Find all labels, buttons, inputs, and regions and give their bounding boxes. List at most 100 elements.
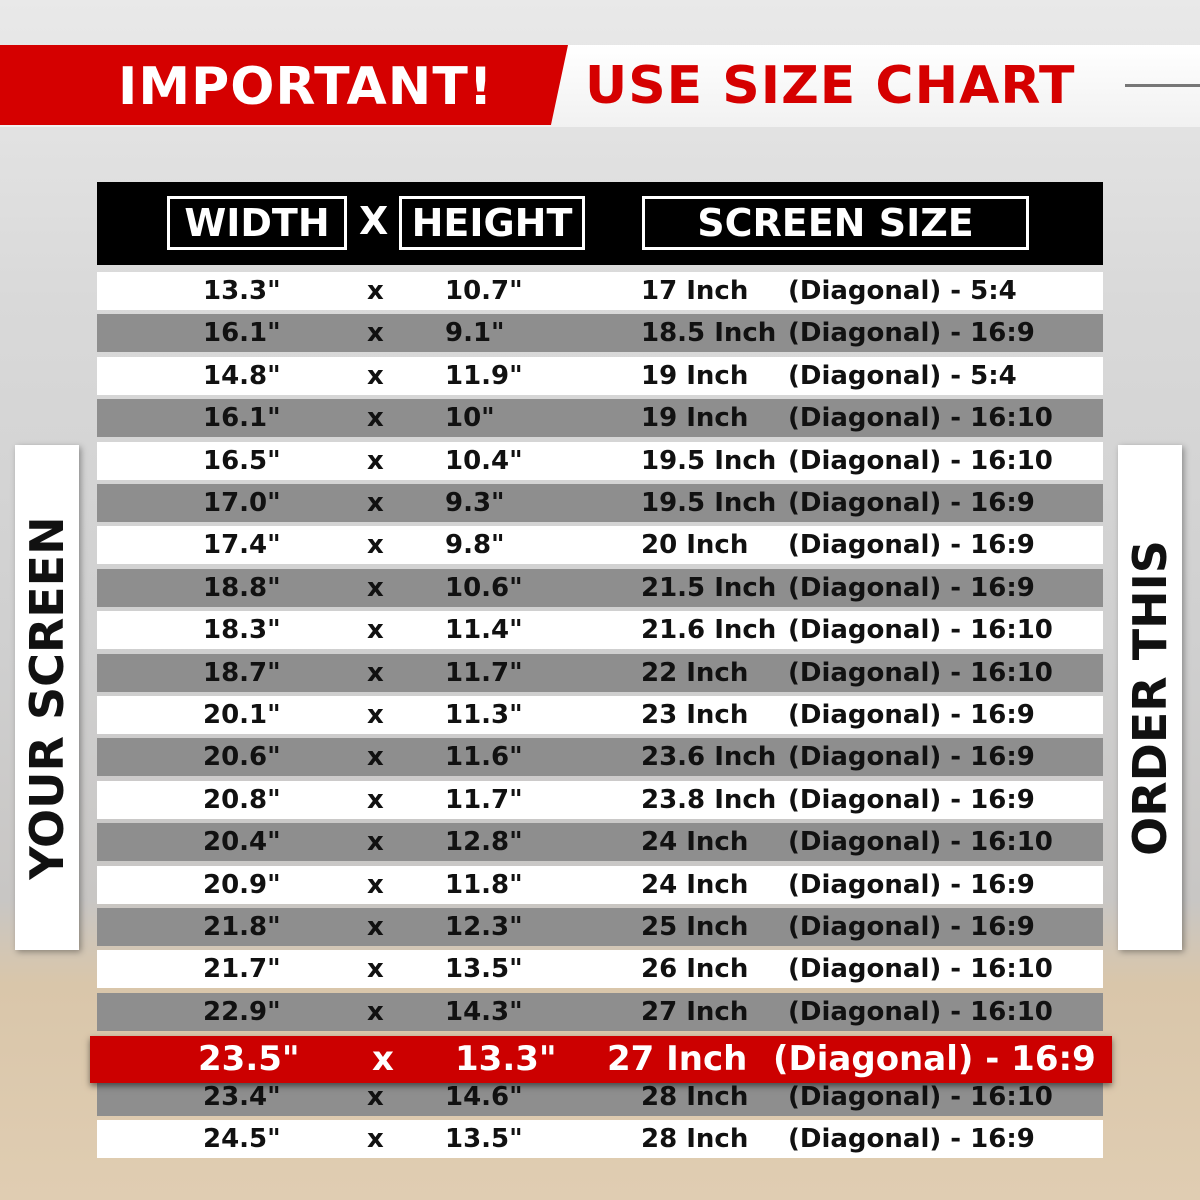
- cell-w: 16.1": [203, 403, 281, 434]
- table-row: 20.9" x 11.8" 24 Inch (Diagonal) - 16:9: [97, 865, 1103, 904]
- cell-w: 21.8": [203, 912, 281, 942]
- table-row: 24.5" x 13.5" 28 Inch (Diagonal) - 16:9: [97, 1120, 1103, 1158]
- cell-w: 13.3": [203, 276, 281, 306]
- cell-diag: (Diagonal) - 16:9: [788, 912, 1035, 942]
- cell-size: 21.6 Inch: [641, 615, 777, 646]
- cell-diag: (Diagonal) - 16:9: [788, 784, 1035, 815]
- size-chart-table: WIDTH X HEIGHT SCREEN SIZE 13.3" x 10.7" 17…: [97, 182, 1103, 1158]
- table-row: 17.0" x 9.3" 19.5 Inch (Diagonal) - 16:9: [97, 484, 1103, 522]
- order-this-ribbon: ORDER THIS: [1118, 445, 1182, 950]
- screen-size-header: SCREEN SIZE: [642, 196, 1029, 250]
- cell-x: x: [367, 784, 384, 815]
- cell-h: 12.8": [445, 827, 523, 858]
- cell-x: x: [367, 530, 384, 561]
- cell-size: 28 Inch: [641, 1081, 749, 1112]
- table-row: 21.7" x 13.5" 26 Inch (Diagonal) - 16:10: [97, 950, 1103, 989]
- table-row: 18.8" x 10.6" 21.5 Inch (Diagonal) - 16:9: [97, 568, 1103, 607]
- cell-diag: (Diagonal) - 16:9: [788, 318, 1035, 349]
- cell-x: x: [367, 700, 384, 730]
- cell-h: 13.5": [445, 1124, 523, 1154]
- cell-h: 9.3": [445, 488, 505, 518]
- cell-w: 16.5": [203, 445, 281, 476]
- cell-x: x: [367, 318, 384, 349]
- cell-x: x: [367, 742, 384, 773]
- table-row: 20.6" x 11.6" 23.6 Inch (Diagonal) - 16:9: [97, 738, 1103, 777]
- important-text: IMPORTANT!: [118, 57, 494, 117]
- cell-size: 19.5 Inch: [641, 445, 777, 476]
- cell-x: x: [367, 488, 384, 518]
- table-row: 14.8" x 11.9" 19 Inch (Diagonal) - 5:4: [97, 356, 1103, 395]
- cell-size: 28 Inch: [641, 1124, 749, 1154]
- cell-w: 22.9": [203, 996, 281, 1027]
- cell-h: 9.8": [445, 530, 505, 561]
- cell-w: 18.7": [203, 657, 281, 688]
- table-row: 16.1" x 9.1" 18.5 Inch (Diagonal) - 16:9: [97, 314, 1103, 353]
- cell-diag: (Diagonal) - 16:9: [788, 742, 1035, 773]
- cell-size: 22 Inch: [641, 657, 749, 688]
- cell-size: 23.8 Inch: [641, 784, 777, 815]
- cell-x: x: [367, 1124, 384, 1154]
- cell-size: 19 Inch: [641, 360, 749, 391]
- table-row: 22.9" x 14.3" 27 Inch (Diagonal) - 16:10: [97, 992, 1103, 1031]
- cell-x: x: [367, 912, 384, 942]
- cell-diag: (Diagonal) - 16:9: [773, 1039, 1096, 1079]
- cell-x: x: [367, 1081, 384, 1112]
- cell-h: 14.3": [445, 996, 523, 1027]
- cell-diag: (Diagonal) - 16:10: [788, 615, 1053, 646]
- cell-h: 11.9": [445, 360, 523, 391]
- cell-h: 10.4": [445, 445, 523, 476]
- cell-diag: (Diagonal) - 16:10: [788, 954, 1053, 985]
- divider-line: [1125, 84, 1200, 87]
- table-row: 13.3" x 10.7" 17 Inch (Diagonal) - 5:4: [97, 272, 1103, 310]
- cell-w: 16.1": [203, 318, 281, 349]
- your-screen-ribbon: YOUR SCREEN: [15, 445, 79, 950]
- cell-w: 17.4": [203, 530, 281, 561]
- cell-diag: (Diagonal) - 16:10: [788, 996, 1053, 1027]
- cell-diag: (Diagonal) - 5:4: [788, 276, 1017, 306]
- cell-w: 23.5": [198, 1039, 300, 1079]
- table-row: 21.8" x 12.3" 25 Inch (Diagonal) - 16:9: [97, 908, 1103, 946]
- cell-size: 19.5 Inch: [641, 488, 777, 518]
- cell-h: 14.6": [445, 1081, 523, 1112]
- cell-x: x: [367, 360, 384, 391]
- cell-diag: (Diagonal) - 16:10: [788, 657, 1053, 688]
- cell-w: 18.8": [203, 572, 281, 603]
- table-row: 16.1" x 10" 19 Inch (Diagonal) - 16:10: [97, 399, 1103, 438]
- cell-diag: (Diagonal) - 16:10: [788, 445, 1053, 476]
- table-row: 17.4" x 9.8" 20 Inch (Diagonal) - 16:9: [97, 526, 1103, 565]
- cell-size: 18.5 Inch: [641, 318, 777, 349]
- table-row-highlighted: 23.5" x 13.3" 27 Inch (Diagonal) - 16:9: [90, 1036, 1112, 1083]
- cell-h: 11.7": [445, 657, 523, 688]
- cell-x: x: [367, 615, 384, 646]
- your-screen-label: YOUR SCREEN: [20, 515, 74, 880]
- cell-diag: (Diagonal) - 16:9: [788, 572, 1035, 603]
- cell-w: 23.4": [203, 1081, 281, 1112]
- cell-x: x: [367, 954, 384, 985]
- cell-h: 11.7": [445, 784, 523, 815]
- cell-x: x: [367, 996, 384, 1027]
- cell-size: 23.6 Inch: [641, 742, 777, 773]
- important-banner: IMPORTANT!: [0, 45, 568, 125]
- table-row: 23.4" x 14.6" 28 Inch (Diagonal) - 16:10: [97, 1077, 1103, 1116]
- cell-w: 21.7": [203, 954, 281, 985]
- cell-size: 24 Inch: [641, 869, 749, 900]
- use-size-chart-title: USE SIZE CHART: [585, 56, 1076, 116]
- cell-w: 24.5": [203, 1124, 281, 1154]
- cell-size: 27 Inch: [641, 996, 749, 1027]
- cell-h: 10.6": [445, 572, 523, 603]
- cell-size: 24 Inch: [641, 827, 749, 858]
- cell-diag: (Diagonal) - 16:9: [788, 700, 1035, 730]
- cell-x: x: [367, 403, 384, 434]
- table-row: 18.7" x 11.7" 22 Inch (Diagonal) - 16:10: [97, 653, 1103, 692]
- table-row: 18.3" x 11.4" 21.6 Inch (Diagonal) - 16:10: [97, 611, 1103, 650]
- cell-h: 13.3": [455, 1039, 557, 1079]
- cell-size: 19 Inch: [641, 403, 749, 434]
- cell-h: 13.5": [445, 954, 523, 985]
- cell-size: 20 Inch: [641, 530, 749, 561]
- cell-w: 17.0": [203, 488, 281, 518]
- table-row: 20.8" x 11.7" 23.8 Inch (Diagonal) - 16:9: [97, 780, 1103, 819]
- cell-h: 12.3": [445, 912, 523, 942]
- cell-size: 23 Inch: [641, 700, 749, 730]
- cell-h: 10": [445, 403, 495, 434]
- table-row: 20.1" x 11.3" 23 Inch (Diagonal) - 16:9: [97, 696, 1103, 734]
